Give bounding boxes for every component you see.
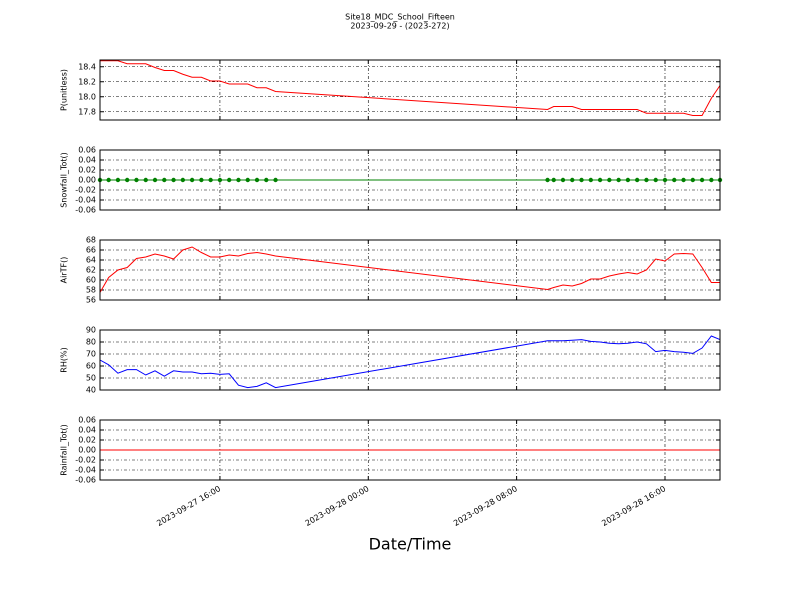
data-line (99, 246, 720, 293)
y-tick-label: 0.04 (78, 156, 96, 165)
y-axis-label: Snowfall_Tot() (60, 152, 69, 208)
y-tick-label: -0.02 (75, 456, 96, 465)
y-tick-label: 0.06 (78, 416, 96, 425)
data-point (597, 177, 603, 183)
y-tick-label: 60 (86, 276, 96, 285)
y-tick-label: 60 (86, 362, 96, 371)
data-point (245, 177, 250, 183)
data-point (545, 177, 550, 183)
data-point (616, 177, 621, 183)
y-tick-label: 0.00 (78, 176, 96, 185)
data-point (264, 177, 269, 183)
y-tick-label: 66 (86, 246, 96, 255)
data-point (672, 177, 677, 183)
y-tick-label: 18.4 (78, 62, 96, 71)
y-axis-label: RH(%) (60, 347, 69, 372)
axes-frame (99, 149, 721, 211)
y-axis-label: Rainfall_Tot() (60, 424, 69, 476)
data-line (99, 335, 721, 389)
data-point (171, 177, 176, 183)
data-point (607, 177, 612, 183)
data-point (226, 177, 232, 183)
y-tick-label: 18.0 (78, 92, 96, 101)
data-point (681, 177, 686, 183)
data-point (709, 177, 714, 183)
data-point (273, 177, 278, 183)
data-point (579, 177, 584, 183)
data-point (690, 177, 696, 183)
data-point (162, 177, 167, 183)
y-axis-label: AirTF() (60, 257, 69, 284)
y-tick-label: 0.00 (78, 446, 96, 455)
y-tick-label: 40 (86, 386, 96, 395)
data-point (152, 177, 158, 183)
data-point (634, 177, 640, 183)
data-point (560, 177, 566, 183)
y-axis-label: P(unitless) (60, 69, 69, 111)
data-point (551, 177, 556, 183)
axes-frame (99, 329, 721, 391)
y-tick-label: 17.8 (78, 107, 96, 116)
data-point (662, 177, 668, 183)
y-tick-label: 70 (86, 350, 96, 359)
data-point (143, 177, 148, 183)
y-tick-label: 56 (86, 296, 96, 305)
y-tick-label: 62 (86, 266, 96, 275)
chart-title: Site18_MDC_School_Fifteen (345, 13, 455, 22)
y-tick-label: 18.2 (78, 77, 96, 86)
y-tick-label: -0.06 (75, 206, 96, 215)
y-tick-label: 58 (86, 286, 96, 295)
y-tick-label: 64 (86, 256, 96, 265)
data-point (189, 177, 195, 183)
y-tick-label: 0.06 (78, 146, 96, 155)
data-point (124, 177, 130, 183)
data-point (254, 177, 260, 183)
y-tick-label: -0.04 (75, 466, 96, 475)
data-point (208, 177, 213, 183)
y-tick-label: -0.02 (75, 186, 96, 195)
y-tick-label: 0.02 (78, 166, 96, 175)
data-point (180, 177, 186, 183)
data-point (106, 177, 111, 183)
y-tick-label: 0.04 (78, 426, 96, 435)
data-point (570, 177, 575, 183)
data-point (134, 177, 139, 183)
y-tick-label: 50 (86, 374, 96, 383)
chart-subtitle: 2023-09-29 - (2023-272) (350, 22, 449, 31)
y-tick-label: -0.04 (75, 196, 96, 205)
y-tick-label: 80 (86, 338, 96, 347)
axes-frame (99, 239, 721, 301)
axes-frame (99, 59, 721, 121)
data-point (236, 177, 241, 183)
y-tick-label: 90 (86, 326, 96, 335)
data-point (625, 177, 631, 183)
data-point (644, 177, 649, 183)
data-point (699, 177, 705, 183)
data-point (653, 177, 658, 183)
x-axis-label: Date/Time (369, 535, 452, 554)
y-tick-label: -0.06 (75, 476, 96, 485)
data-point (217, 177, 223, 183)
data-point (199, 177, 204, 183)
data-line (100, 60, 721, 116)
data-point (588, 177, 594, 183)
y-tick-label: 0.02 (78, 436, 96, 445)
y-tick-label: 68 (86, 236, 96, 245)
axes-frame (99, 419, 721, 481)
data-point (115, 177, 121, 183)
